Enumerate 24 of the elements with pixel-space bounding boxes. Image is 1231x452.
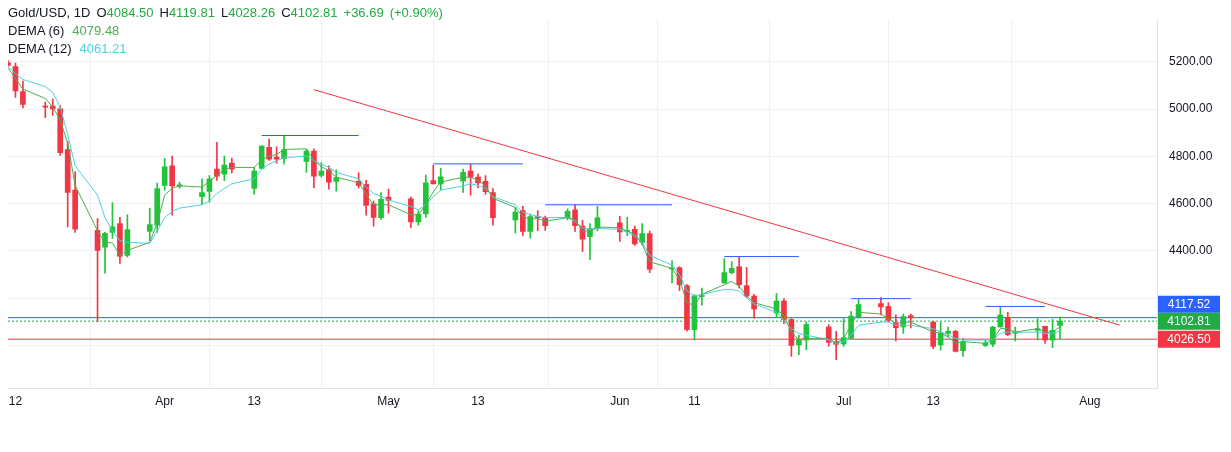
annotation: 4079.48 <box>72 22 120 40</box>
chart-title: Gold/USD, 1D <box>8 5 91 20</box>
x-tick-label: 12 <box>8 393 23 408</box>
ref-line-label: 4117.52 <box>1167 297 1211 312</box>
y-tick-label: 4600.00 <box>1169 195 1213 210</box>
y-tick-label: 4400.00 <box>1169 243 1213 258</box>
y-tick-label: 4800.00 <box>1169 148 1213 163</box>
x-tick-label: Apr <box>155 393 175 408</box>
x-tick-label: 11 <box>688 393 701 408</box>
x-tick-label: Aug <box>1079 393 1101 408</box>
series-label: DEMA (12) <box>8 40 72 58</box>
y-tick-label: 5000.00 <box>1169 101 1213 116</box>
x-tick-label: 13 <box>471 393 486 408</box>
text: O4084.50 H4119.81 L4028.26 C4102.81 +36.69 (+0.90%) <box>96 5 443 20</box>
x-tick-label: 13 <box>926 393 941 408</box>
x-tick-label: May <box>377 393 400 408</box>
text: DEMA (6) <box>8 22 65 40</box>
ref-line-label: 4026.50 <box>1167 332 1212 347</box>
x-tick-label: 13 <box>247 393 262 408</box>
x-tick-label: Jun <box>610 393 630 408</box>
ref-line-label: 4102.81 <box>1167 314 1212 329</box>
x-tick-label: Jul <box>835 393 852 408</box>
annotation: 4061.21 <box>79 40 127 58</box>
y-tick-label: 5200.00 <box>1169 54 1213 69</box>
